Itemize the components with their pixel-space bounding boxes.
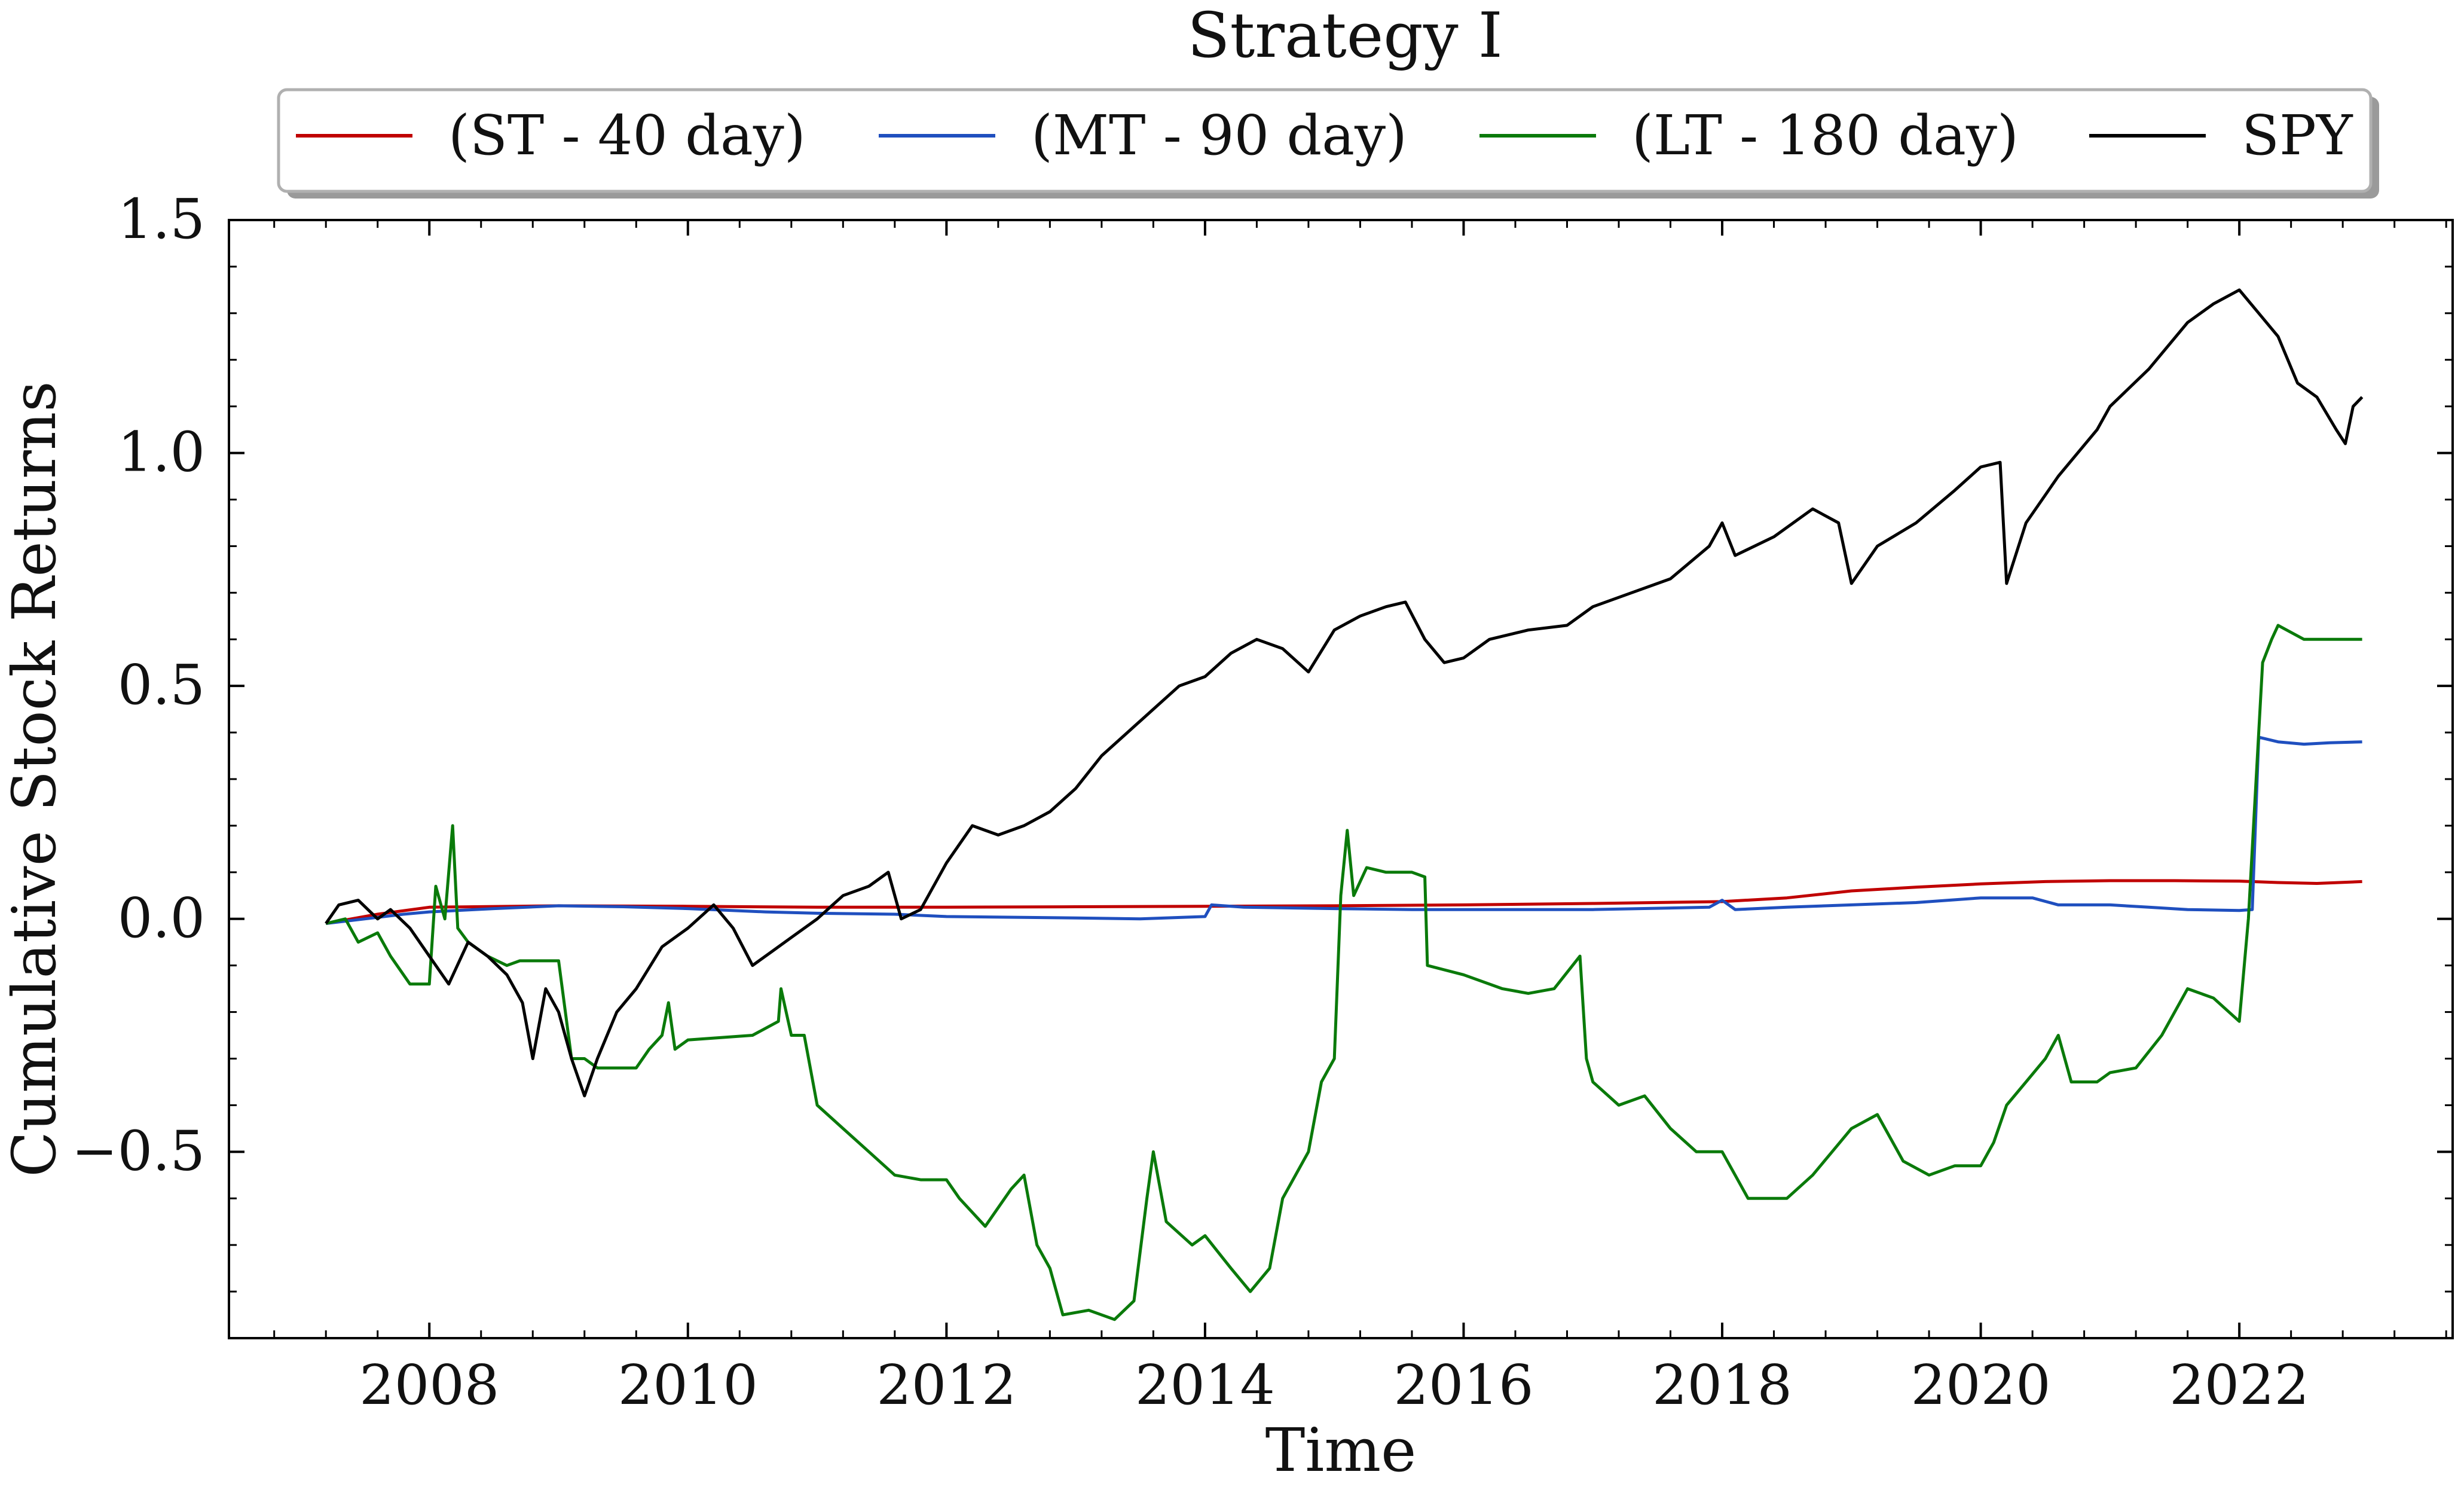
- x-tick-label: 2018: [1652, 1353, 1792, 1417]
- series-line-1: [325, 735, 2362, 925]
- plot-area: 2008 2010 2012 2014 2016 2018 2020 2022 −0.5 0.0…: [72, 187, 2454, 1417]
- x-tick-label: 2016: [1393, 1353, 1533, 1417]
- legend-label-3: SPY: [2242, 103, 2353, 167]
- y-axis-title: Cumulative Stock Returns: [0, 381, 69, 1177]
- legend-label-1: (MT - 90 day): [1031, 103, 1407, 167]
- legend: (ST - 40 day) (MT - 90 day) (LT - 180 day)…: [277, 88, 2379, 199]
- legend-label-2: (LT - 180 day): [1632, 103, 2019, 167]
- series-line-0: [325, 879, 2362, 925]
- y-tick-label: 1.0: [118, 420, 205, 484]
- plot-frame: [228, 219, 2454, 1339]
- legend-label-0: (ST - 40 day): [448, 103, 806, 167]
- x-tick-label: 2012: [876, 1353, 1016, 1417]
- x-tick-label: 2014: [1135, 1353, 1275, 1417]
- x-tick-label: 2008: [359, 1353, 499, 1417]
- y-tick-label: −0.5: [72, 1119, 205, 1183]
- series-line-2: [325, 624, 2362, 1321]
- x-tick-label: 2010: [618, 1353, 758, 1417]
- y-tick-label: 1.5: [118, 187, 205, 251]
- x-axis-title: Time: [1265, 1415, 1417, 1485]
- x-tick-label: 2020: [1911, 1353, 2051, 1417]
- x-tick-label: 2022: [2169, 1353, 2309, 1417]
- y-tick-label: 0.5: [118, 653, 205, 717]
- series-line-3: [325, 288, 2364, 1098]
- y-tick-label: 0.0: [118, 886, 205, 950]
- chart-title: Strategy I: [1187, 0, 1503, 72]
- legend-box: [277, 88, 2373, 193]
